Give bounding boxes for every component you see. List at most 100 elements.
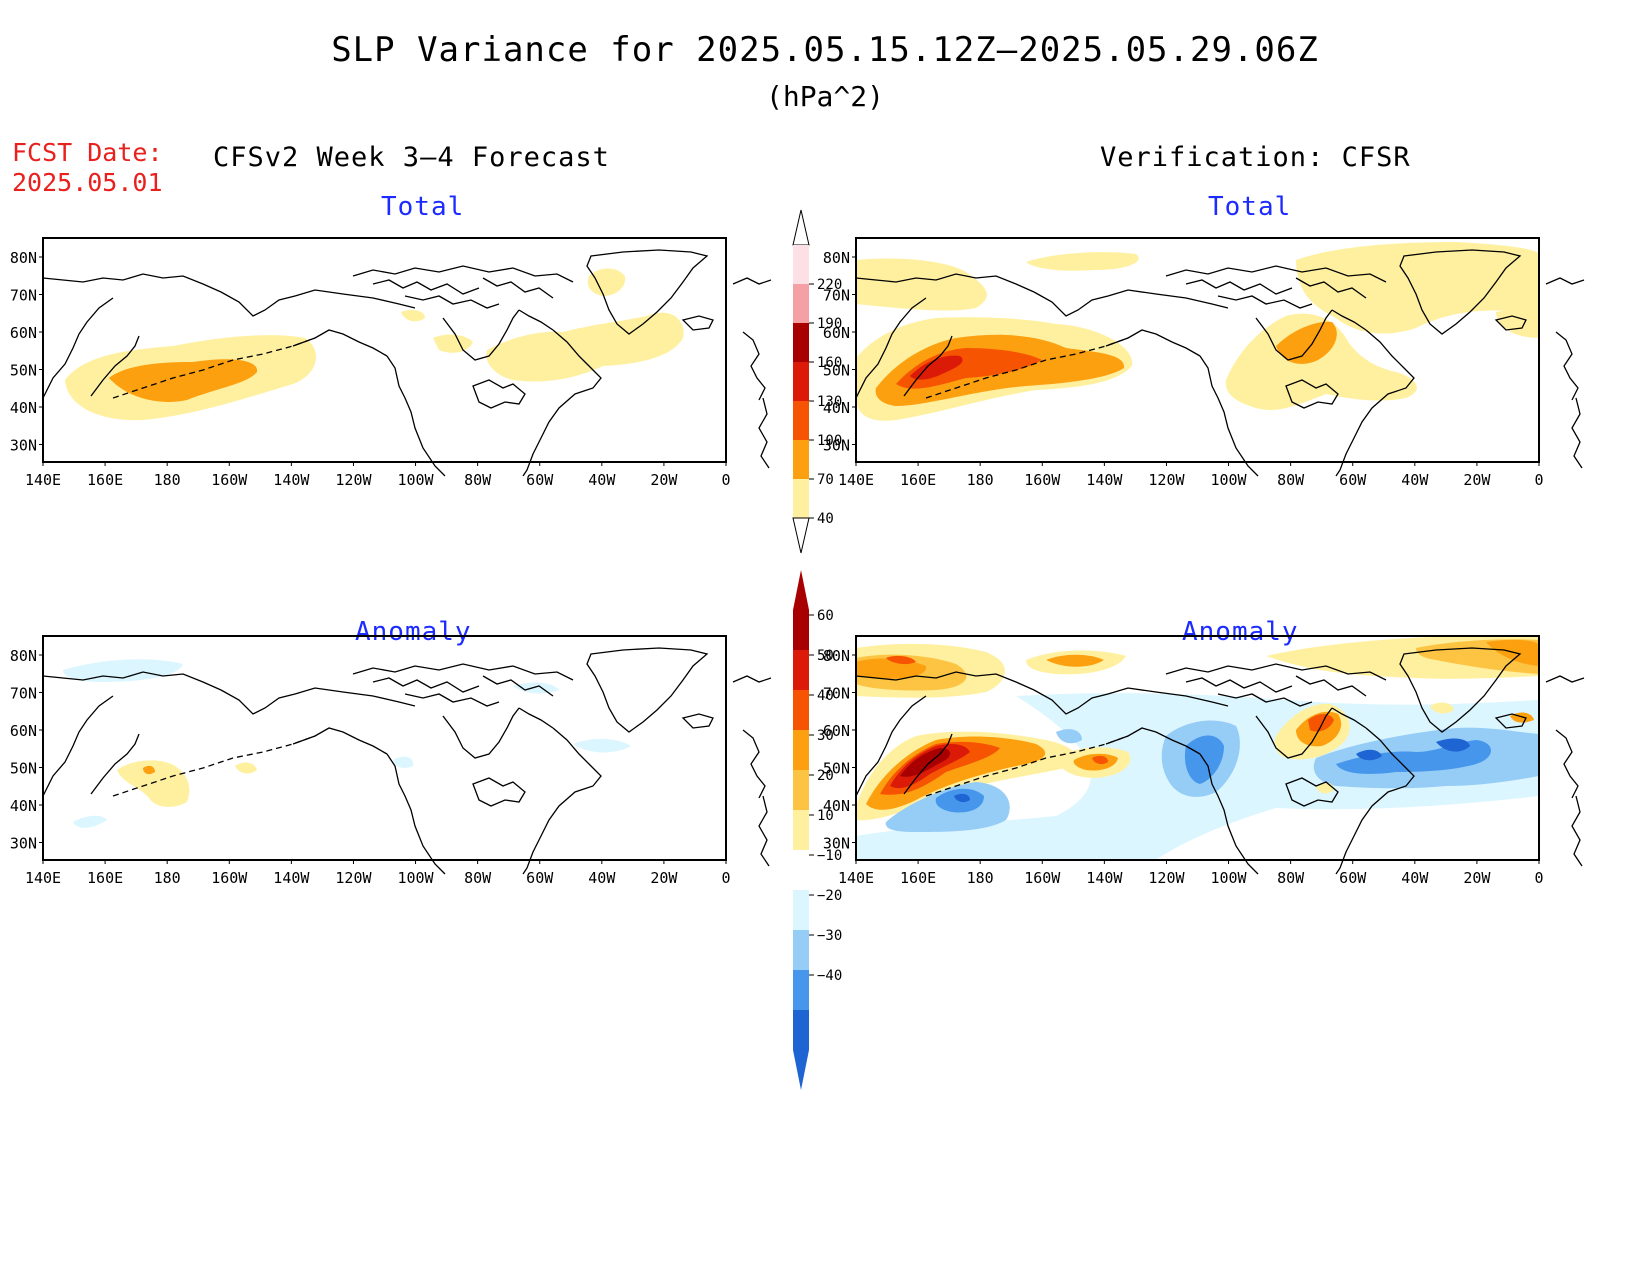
colorbar-anomaly-swatch: [793, 970, 809, 1010]
lat-label: 30N: [823, 437, 850, 455]
colorbar-total-swatch: [793, 362, 809, 401]
lon-label: 0: [721, 471, 730, 489]
lon-label: 160W: [1024, 869, 1061, 887]
lon-label: 120W: [1148, 869, 1185, 887]
lat-label: 30N: [10, 835, 37, 853]
colorbar-anomaly-label: −20: [817, 888, 842, 904]
fcst-date-value: 2025.05.01: [12, 168, 163, 197]
fcst-anomaly-shading: [63, 659, 631, 828]
colorbar-total-bottom-arrow: [792, 517, 810, 554]
colorbar-anomaly-label: −10: [817, 848, 842, 864]
verif-total-shading: [856, 242, 1539, 421]
verif-anomaly-frame: [855, 635, 1540, 861]
panel-title-fcst-total: Total: [381, 192, 465, 222]
panel-verif-anomaly: [855, 635, 1585, 875]
lon-label: 80W: [1277, 471, 1305, 489]
colorbar-anomaly-label: −40: [817, 968, 842, 984]
colorbar-total-label: 70: [817, 472, 834, 488]
lon-label: 180: [154, 869, 181, 887]
colorbar-anomaly-swatch: [793, 890, 809, 930]
lon-label: 60W: [1339, 869, 1367, 887]
lat-label: 70N: [823, 685, 850, 703]
lon-label: 0: [721, 869, 730, 887]
fcst-date: FCST Date: 2025.05.01: [12, 138, 163, 198]
colorbar-anomaly-bottom-arrow: [793, 1050, 809, 1090]
lon-label: 140E: [25, 471, 61, 489]
panel-title-verif-anomaly: Anomaly: [1182, 617, 1299, 647]
main-units: (hPa^2): [765, 80, 884, 113]
lon-label: 160E: [87, 471, 123, 489]
panel-title-verif-total: Total: [1208, 192, 1292, 222]
lon-label: 180: [967, 471, 994, 489]
lat-label: 40N: [823, 399, 850, 417]
colorbar-anomaly-swatch: [793, 690, 809, 730]
lon-label: 80W: [1277, 869, 1305, 887]
lon-label: 120W: [335, 869, 372, 887]
lat-label: 50N: [823, 760, 850, 778]
lon-label: 40W: [1401, 471, 1429, 489]
lon-label: 160W: [211, 869, 248, 887]
colorbar-anomaly-label: 20: [817, 768, 834, 784]
lon-label: 160E: [900, 471, 936, 489]
lat-label: 50N: [10, 362, 37, 380]
colorbar-anomaly-swatch: [793, 610, 809, 650]
lon-label: 80W: [464, 869, 492, 887]
lon-label: 40W: [588, 471, 616, 489]
colorbar-anomaly-label: 50: [817, 648, 834, 664]
colorbar-total-label: 220: [817, 277, 842, 293]
lon-label: 120W: [1148, 471, 1185, 489]
fcst-total-shading: [65, 268, 684, 421]
lon-label: 140W: [1086, 471, 1123, 489]
lat-label: 60N: [823, 324, 850, 342]
lon-label: 40W: [588, 869, 616, 887]
verif-total-frame: [855, 237, 1540, 463]
lat-label: 50N: [823, 362, 850, 380]
colorbar-anomaly-label: 10: [817, 808, 834, 824]
colorbar-anomaly-label: 60: [817, 608, 834, 624]
lon-label: 60W: [526, 471, 554, 489]
colorbar-total-swatch: [793, 284, 809, 323]
colorbar-anomaly-label: −30: [817, 928, 842, 944]
lat-label: 80N: [823, 647, 850, 665]
colorbar-anomaly-swatch: [793, 770, 809, 810]
panel-fcst-anomaly: [42, 635, 772, 875]
lon-label: 160E: [87, 869, 123, 887]
colorbar-anomaly-label: 30: [817, 728, 834, 744]
lon-label: 80W: [464, 471, 492, 489]
colorbar-total-label: 130: [817, 394, 842, 410]
lon-label: 140W: [273, 869, 310, 887]
lon-label: 120W: [335, 471, 372, 489]
lat-label: 70N: [10, 287, 37, 305]
fcst-total-frame: [42, 237, 727, 463]
colorbar-total-label: 100: [817, 433, 842, 449]
lat-label: 40N: [823, 797, 850, 815]
lat-label: 60N: [10, 324, 37, 342]
lon-label: 140E: [25, 869, 61, 887]
lon-label: 140E: [838, 471, 874, 489]
lon-label: 60W: [1339, 471, 1367, 489]
lon-label: 20W: [1463, 869, 1491, 887]
lat-label: 30N: [823, 835, 850, 853]
panel-verif-total: [855, 237, 1585, 477]
lon-label: 40W: [1401, 869, 1429, 887]
lat-label: 60N: [10, 722, 37, 740]
lat-label: 30N: [10, 437, 37, 455]
colorbar-total: 220 190 160 130 100 70 40: [792, 209, 842, 554]
panel-fcst-total: [42, 237, 772, 477]
lon-label: 140W: [273, 471, 310, 489]
lon-label: 20W: [1463, 471, 1491, 489]
colorbar-total-label: 40: [817, 511, 834, 527]
lon-label: 0: [1534, 869, 1543, 887]
colorbar-total-swatch: [793, 245, 809, 284]
colorbar-total-label: 190: [817, 316, 842, 332]
colorbar-total-label: 160: [817, 355, 842, 371]
colorbar-total-swatch: [793, 401, 809, 440]
lat-label: 70N: [823, 287, 850, 305]
lon-label: 100W: [397, 869, 434, 887]
fcst-anomaly-frame: [42, 635, 727, 861]
lat-label: 40N: [10, 797, 37, 815]
lon-label: 160W: [1024, 471, 1061, 489]
colorbar-anomaly-top-arrow: [793, 570, 809, 610]
main-title: SLP Variance for 2025.05.15.12Z–2025.05.…: [331, 30, 1319, 70]
lon-label: 140E: [838, 869, 874, 887]
